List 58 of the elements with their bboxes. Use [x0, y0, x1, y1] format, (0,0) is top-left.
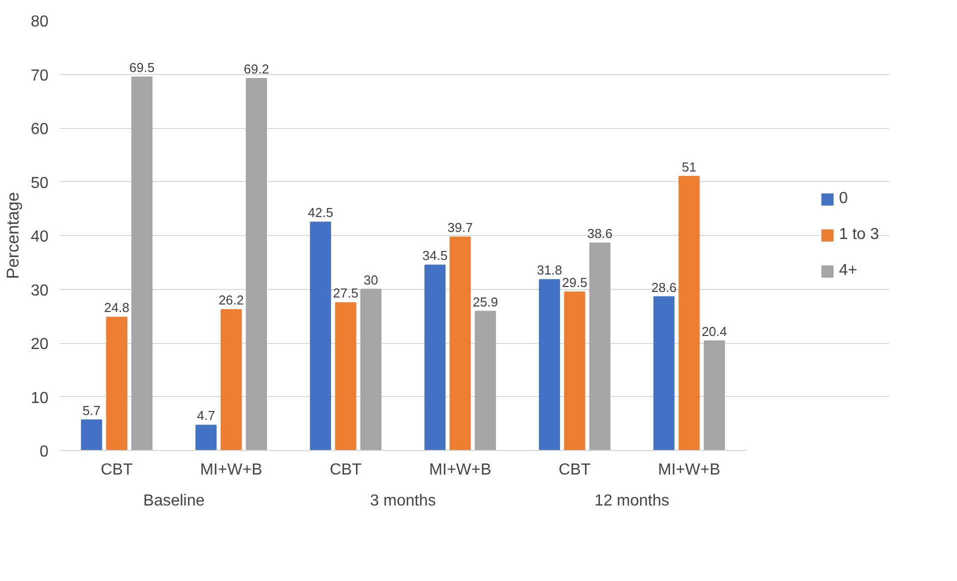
- data-label: 24.8: [104, 300, 130, 316]
- bar: [678, 176, 700, 450]
- data-label: 31.8: [536, 262, 562, 278]
- y-tick-label: 70: [30, 67, 49, 84]
- data-label: 26.2: [218, 292, 244, 308]
- data-label: 4.7: [197, 408, 216, 424]
- data-label: 42.5: [308, 205, 334, 220]
- data-label: 29.5: [562, 274, 588, 290]
- x-tick-label: CBT: [100, 462, 133, 478]
- bar: [653, 296, 675, 450]
- bar: [360, 288, 382, 450]
- x-tick-label: CBT: [558, 462, 591, 478]
- data-label: 69.2: [244, 62, 270, 77]
- data-label: 5.7: [82, 402, 101, 418]
- data-label: 34.5: [422, 248, 448, 264]
- bar: [195, 424, 217, 450]
- data-label: 30: [364, 272, 378, 288]
- legend-label: 1 to 3: [838, 226, 879, 244]
- y-axis-title: Percentage: [4, 192, 23, 279]
- y-tick-label: 80: [30, 14, 49, 30]
- y-tick-label: 40: [30, 228, 49, 246]
- x-tick-label: MI+W+B: [658, 462, 720, 478]
- bar: [564, 291, 586, 450]
- y-tick-label: 10: [30, 390, 49, 407]
- legend-label: 0: [838, 190, 849, 208]
- bar: [424, 264, 446, 450]
- bar: [246, 78, 267, 450]
- y-tick-label: 30: [30, 282, 49, 300]
- bar: [310, 222, 332, 450]
- bar: [450, 236, 471, 450]
- bar: [131, 76, 152, 450]
- bar: [106, 316, 128, 450]
- data-label: 51: [682, 159, 696, 174]
- bar: [589, 242, 610, 450]
- data-label: 69.5: [129, 60, 155, 75]
- data-label: 28.6: [651, 280, 677, 295]
- x-tick-label: CBT: [330, 462, 362, 478]
- text: 3 months: [370, 492, 436, 510]
- y-tick-label: 60: [30, 121, 49, 138]
- data-label: 25.9: [472, 294, 498, 310]
- bar: [704, 340, 725, 450]
- x-tick-label: MI+W+B: [200, 462, 262, 478]
- data-label: 20.4: [702, 324, 728, 339]
- y-tick-label: 50: [30, 174, 49, 192]
- data-label: 38.6: [587, 226, 613, 242]
- legend-label: 4+: [838, 262, 858, 280]
- text: 12 months: [594, 492, 670, 510]
- y-tick-label: 0: [40, 444, 49, 460]
- bar: [335, 302, 356, 450]
- bar: [538, 279, 560, 450]
- y-tick-label: 20: [30, 336, 49, 353]
- bar: [474, 310, 496, 450]
- bar: [80, 419, 102, 450]
- data-label: 39.7: [448, 220, 473, 236]
- text: Baseline: [143, 492, 205, 510]
- data-label: 27.5: [333, 286, 358, 301]
- bar: [220, 309, 242, 450]
- x-tick-label: MI+W+B: [429, 462, 492, 478]
